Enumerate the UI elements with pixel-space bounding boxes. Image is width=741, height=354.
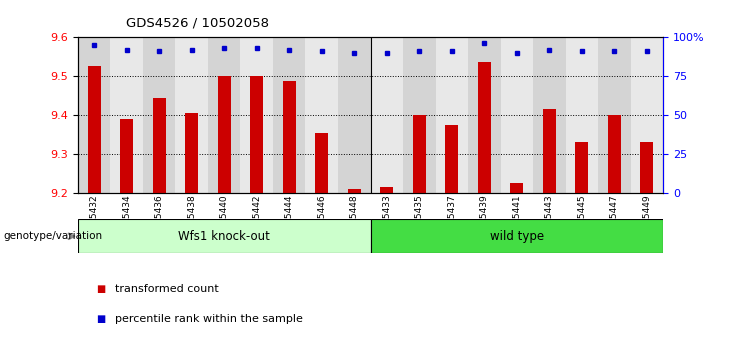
Bar xyxy=(153,97,165,193)
Bar xyxy=(87,66,101,193)
Bar xyxy=(413,115,426,193)
Bar xyxy=(631,37,663,193)
Bar xyxy=(565,37,598,193)
Text: genotype/variation: genotype/variation xyxy=(4,231,103,241)
FancyBboxPatch shape xyxy=(370,219,663,253)
Text: wild type: wild type xyxy=(490,230,544,243)
Bar xyxy=(273,37,305,193)
Bar xyxy=(315,132,328,193)
Text: transformed count: transformed count xyxy=(115,284,219,294)
Bar xyxy=(120,119,133,193)
Bar xyxy=(185,113,198,193)
Bar xyxy=(283,81,296,193)
Bar xyxy=(478,62,491,193)
FancyBboxPatch shape xyxy=(78,219,370,253)
Bar xyxy=(380,187,393,193)
Bar xyxy=(208,37,240,193)
Text: GDS4526 / 10502058: GDS4526 / 10502058 xyxy=(126,17,269,29)
Bar xyxy=(576,142,588,193)
Bar xyxy=(176,37,208,193)
Bar xyxy=(598,37,631,193)
Bar xyxy=(110,37,143,193)
Bar xyxy=(250,76,263,193)
Bar xyxy=(143,37,176,193)
Bar xyxy=(511,183,523,193)
Bar xyxy=(240,37,273,193)
Bar xyxy=(543,109,556,193)
Bar xyxy=(468,37,501,193)
Text: Wfs1 knock-out: Wfs1 knock-out xyxy=(179,230,270,243)
Bar xyxy=(608,115,621,193)
Text: percentile rank within the sample: percentile rank within the sample xyxy=(115,314,303,324)
Bar xyxy=(445,125,458,193)
Bar xyxy=(305,37,338,193)
Bar xyxy=(78,37,110,193)
Bar xyxy=(338,37,370,193)
Bar xyxy=(501,37,533,193)
Bar xyxy=(436,37,468,193)
Text: ■: ■ xyxy=(96,314,105,324)
Text: ■: ■ xyxy=(96,284,105,294)
Bar xyxy=(640,142,654,193)
Bar xyxy=(218,76,230,193)
Bar xyxy=(348,189,361,193)
Bar xyxy=(403,37,436,193)
Bar xyxy=(370,37,403,193)
Bar xyxy=(533,37,565,193)
